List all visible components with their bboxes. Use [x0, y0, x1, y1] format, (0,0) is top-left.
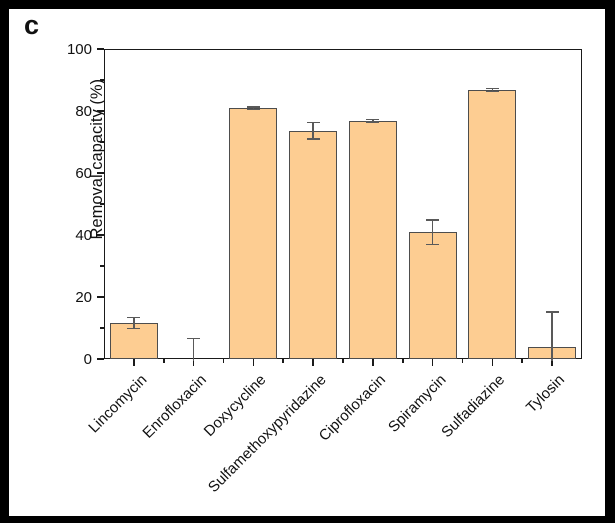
x-category-label: Spiramycin [384, 371, 450, 436]
error-bar-cap-top [545, 311, 559, 313]
error-bar-cap-bottom [127, 327, 141, 330]
bar [289, 130, 338, 359]
x-major-tick [312, 359, 314, 366]
error-bar-cap-bottom [246, 108, 260, 111]
x-minor-tick [282, 359, 285, 363]
y-major-tick [97, 234, 104, 236]
error-bar-line [192, 338, 195, 361]
error-bar-line [431, 219, 434, 245]
y-minor-tick [100, 265, 104, 267]
error-bar-cap-top [127, 316, 141, 319]
y-minor-tick [100, 327, 104, 329]
y-major-tick [97, 110, 104, 112]
error-bar-cap-top [306, 122, 320, 124]
x-category-label: Lincomycin [85, 371, 151, 437]
y-minor-tick [100, 79, 104, 81]
x-category-label: Sulfamethoxypyridazine [205, 371, 330, 496]
panel-label: c [24, 10, 40, 40]
x-minor-tick [342, 359, 344, 363]
x-major-tick [551, 359, 553, 366]
x-minor-tick [222, 359, 225, 363]
error-bar-line [312, 122, 314, 139]
y-tick-label: 40 [75, 226, 92, 244]
error-bar-cap-bottom [366, 121, 380, 123]
y-major-tick [97, 172, 104, 174]
x-major-tick [192, 359, 195, 366]
y-major-tick [97, 358, 104, 360]
error-bar-cap-top [187, 337, 201, 339]
y-tick-label: 100 [66, 40, 92, 58]
bar [229, 108, 278, 359]
error-bar-line [372, 119, 374, 122]
x-minor-tick [162, 359, 165, 363]
y-minor-tick [100, 203, 104, 205]
x-major-tick [252, 359, 255, 366]
error-bar-line [133, 317, 135, 329]
y-tick-label: 60 [75, 164, 92, 182]
y-tick-label: 80 [75, 102, 92, 120]
x-minor-tick [461, 359, 464, 363]
x-minor-tick [401, 359, 404, 363]
error-bar-cap-top [426, 219, 440, 221]
y-major-tick [97, 48, 104, 50]
chart-canvas: c Removal capacity (%) 0 20 40 60 80 100 Linco… [9, 9, 605, 516]
x-major-tick [133, 359, 135, 366]
y-tick-label: 20 [75, 288, 92, 306]
error-bar-cap-bottom [306, 138, 320, 140]
error-bar-line [491, 88, 494, 92]
x-category-label: Tylosin [523, 371, 569, 417]
y-major-tick [97, 296, 104, 298]
y-minor-tick [100, 141, 104, 143]
x-major-tick [491, 359, 494, 366]
error-bar-cap-top [366, 118, 380, 121]
error-bar-line [551, 312, 553, 361]
x-minor-tick [521, 359, 524, 363]
bar [468, 89, 517, 359]
bar [348, 120, 397, 359]
error-bar-cap-bottom [485, 90, 499, 93]
error-bar-line [252, 106, 255, 110]
error-bar-cap-bottom [426, 243, 440, 246]
x-major-tick [431, 359, 434, 366]
x-category-label: Sulfadiazine [438, 371, 509, 442]
error-bar-cap-top [485, 87, 499, 90]
y-tick-label: 0 [83, 350, 92, 368]
error-bar-cap-top [246, 106, 260, 108]
x-major-tick [372, 359, 374, 366]
bar [408, 232, 457, 359]
